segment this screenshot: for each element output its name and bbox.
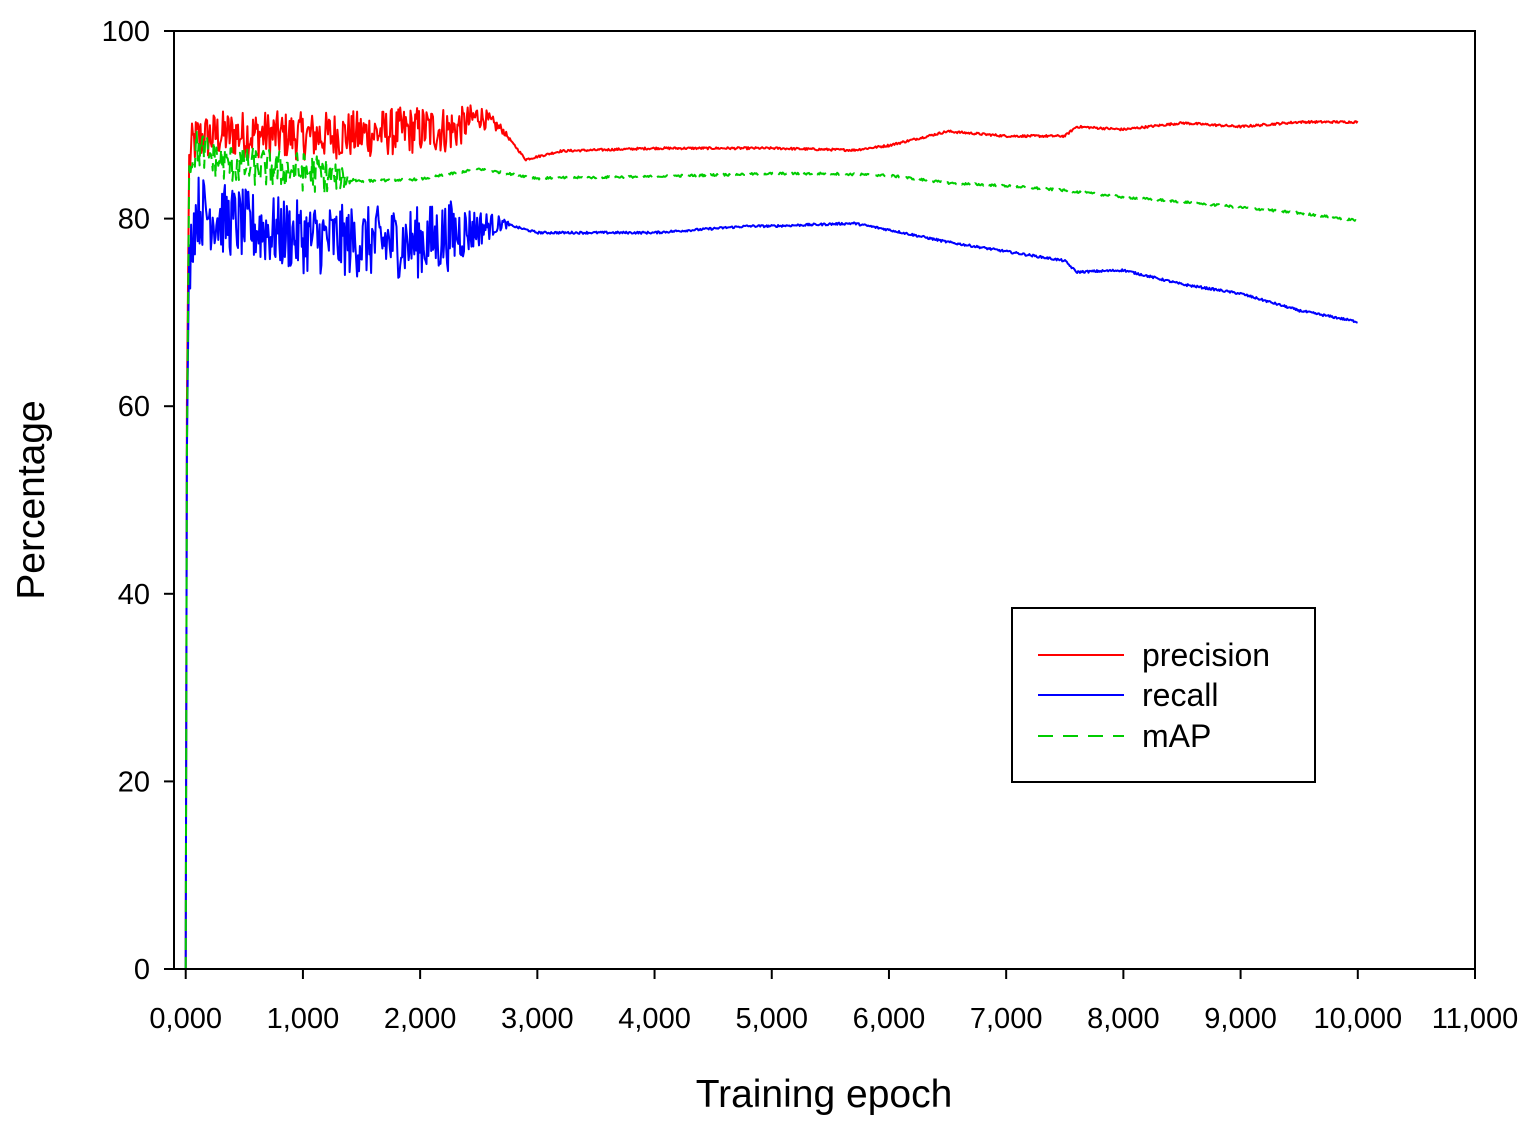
series-line-recall — [184, 176, 1358, 970]
y-tick-label: 20 — [118, 766, 150, 798]
x-tick-label: 2,000 — [384, 1003, 457, 1035]
x-axis-title: Training epoch — [696, 1073, 953, 1116]
series-line-map — [184, 130, 1359, 970]
series-line-precision — [184, 104, 1359, 970]
x-tick-label: 7,000 — [970, 1003, 1043, 1035]
legend-label-map: mAP — [1142, 718, 1211, 754]
legend: precision recall mAP — [1011, 607, 1316, 783]
y-tick-label: 60 — [118, 391, 150, 423]
y-tick-label: 100 — [102, 16, 150, 48]
x-tick-label: 3,000 — [501, 1003, 574, 1035]
y-tick-label: 0 — [134, 954, 150, 986]
y-axis-title: Percentage — [10, 400, 53, 599]
x-tick-label: 11,000 — [1432, 1003, 1519, 1035]
x-tick-label: 5,000 — [735, 1003, 808, 1035]
x-tick-label: 9,000 — [1204, 1003, 1277, 1035]
legend-label-recall: recall — [1142, 677, 1218, 713]
legend-label-precision: precision — [1142, 637, 1270, 673]
y-tick-label: 40 — [118, 579, 150, 611]
x-tick-label: 8,000 — [1087, 1003, 1160, 1035]
plot-frame — [173, 30, 1476, 970]
series-layer — [184, 104, 1359, 970]
x-axis: 0,000 1,000 2,000 3,000 4,000 5,000 6,000 7,000… — [149, 969, 1518, 1035]
y-tick-label: 80 — [118, 204, 150, 236]
y-axis: 0 20 40 60 80 100 — [102, 16, 174, 986]
x-tick-label: 1,000 — [267, 1003, 340, 1035]
x-tick-label: 0,000 — [149, 1003, 222, 1035]
x-tick-label: 10,000 — [1313, 1003, 1402, 1035]
x-tick-label: 6,000 — [853, 1003, 926, 1035]
x-tick-label: 4,000 — [618, 1003, 691, 1035]
